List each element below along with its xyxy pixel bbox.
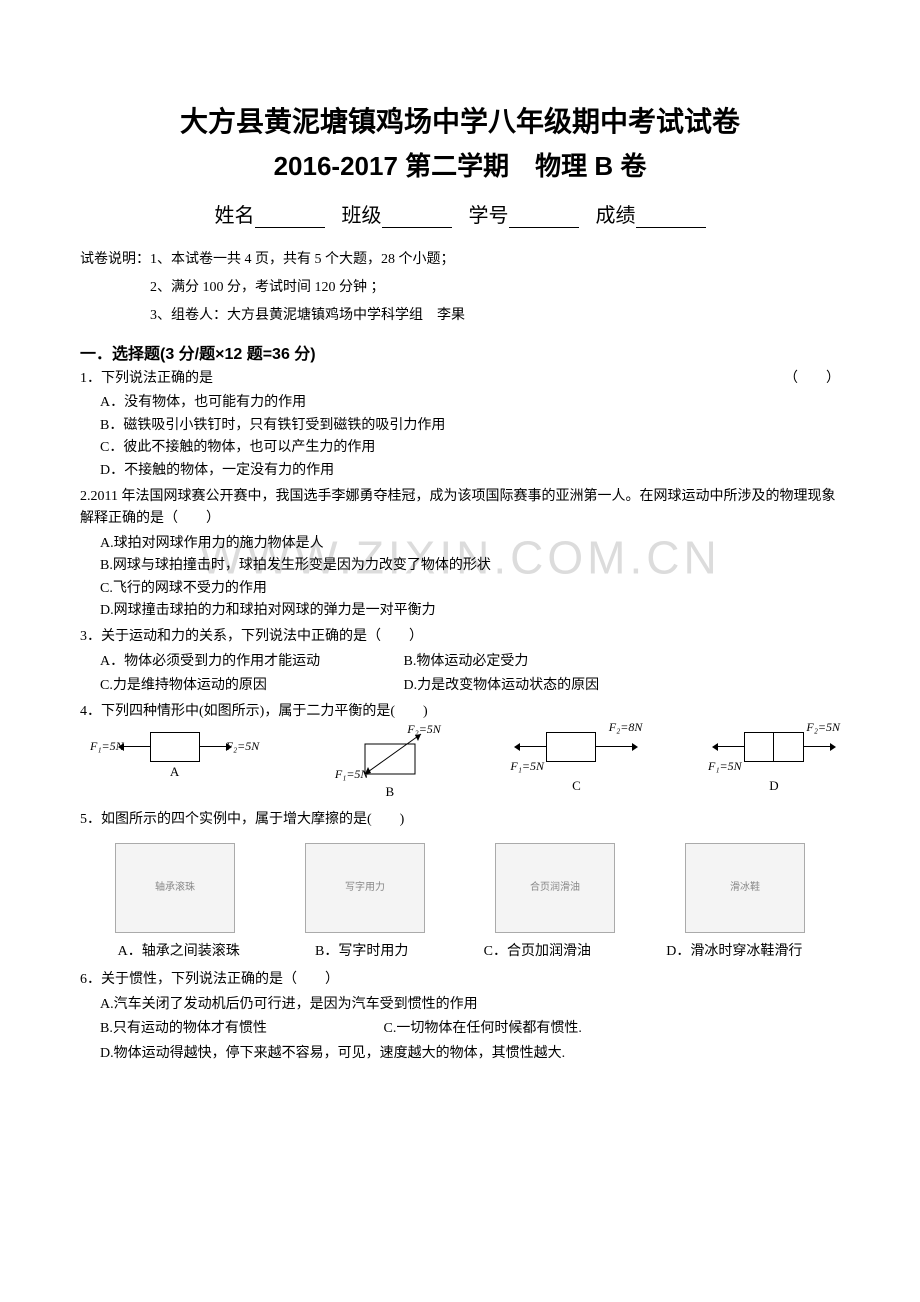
arrow-right-icon: [200, 746, 226, 747]
notes-prefix: 试卷说明：: [80, 252, 150, 267]
q4-diagC: F₁=5N F₂=8N C: [520, 732, 632, 803]
q1-stem: 1．下列说法正确的是: [80, 368, 213, 390]
q4-C-F1: F₁=5N: [510, 757, 544, 776]
question-5: 5．如图所示的四个实例中，属于增大摩擦的是( ) 轴承滚珠 写字用力 合页润滑油…: [80, 809, 840, 964]
note-1: 1、本试卷一共 4 页，共有 5 个大题，28 个小题；: [150, 252, 455, 267]
title-line1: 大方县黄泥塘镇鸡场中学八年级期中考试试卷: [80, 100, 840, 140]
arrow-right-icon: [804, 746, 830, 747]
q5-option-labels: A．轴承之间装滚珠 B．写字时用力 C．合页加润滑油 D．滑冰时穿冰鞋滑行: [80, 941, 840, 963]
q6-stem: 6．关于惯性，下列说法正确的是（ ）: [80, 969, 840, 991]
q4-A-rect: [150, 732, 200, 762]
q4-diagB: F₂=5N F₁=5N B: [345, 732, 435, 803]
question-4: 4．下列四种情形中(如图所示)，属于二力平衡的是( ) F₁=5N F₂=5N …: [80, 701, 840, 802]
q5-stem: 5．如图所示的四个实例中，属于增大摩擦的是( ): [80, 809, 840, 831]
q4-D-F2: F₂=5N: [806, 718, 840, 737]
q6-optA: A.汽车关闭了发动机后仍可行进，是因为汽车受到惯性的作用: [100, 994, 840, 1016]
q2-optD: D.网球撞击球拍的力和球拍对网球的弹力是一对平衡力: [100, 600, 840, 622]
title-line2: 2016-2017 第二学期 物理 B 卷: [80, 146, 840, 183]
page-content: 大方县黄泥塘镇鸡场中学八年级期中考试试卷 2016-2017 第二学期 物理 B…: [80, 100, 840, 1065]
section1-heading: 一．选择题(3 分/题×12 题=36 分): [80, 340, 840, 364]
q5-optB: B．写字时用力: [315, 941, 408, 963]
q2-optB: B.网球与球拍撞击时，球拍发生形变是因为力改变了物体的形状: [100, 555, 840, 577]
name-blank: [255, 208, 325, 228]
q4-D-rect1: [744, 732, 774, 762]
q5-imgA-placeholder: 轴承滚珠: [115, 843, 235, 933]
question-2: 2.2011 年法国网球赛公开赛中，我国选手李娜勇夺桂冠，成为该项国际赛事的亚洲…: [80, 486, 840, 622]
note-3: 3、组卷人：大方县黄泥塘镇鸡场中学科学组 李果: [80, 302, 840, 330]
q4-diagA: F₁=5N F₂=5N A: [90, 732, 259, 803]
q5-imgD-placeholder: 滑冰鞋: [685, 843, 805, 933]
arrow-left-icon: [124, 746, 150, 747]
q1-optC: C．彼此不接触的物体，也可以产生力的作用: [100, 437, 840, 459]
arrow-right-icon: [596, 746, 632, 747]
exam-notes: 试卷说明：1、本试卷一共 4 页，共有 5 个大题，28 个小题； 2、满分 1…: [80, 246, 840, 330]
q4-B-label: B: [385, 782, 394, 803]
q3-optA: A．物体必须受到力的作用才能运动: [100, 651, 400, 673]
q1-paren: （ ）: [784, 368, 840, 390]
q1-optB: B．磁铁吸引小铁钉时，只有铁钉受到磁铁的吸引力作用: [100, 415, 840, 437]
id-blank: [509, 208, 579, 228]
question-3: 3．关于运动和力的关系，下列说法中正确的是（ ） A．物体必须受到力的作用才能运…: [80, 626, 840, 697]
q1-optD: D．不接触的物体，一定没有力的作用: [100, 460, 840, 482]
q4-A-label: A: [170, 762, 179, 783]
q5-imgC-placeholder: 合页润滑油: [495, 843, 615, 933]
note-2: 2、满分 100 分，考试时间 120 分钟 ；: [80, 274, 840, 302]
q6-optC: C.一切物体在任何时候都有惯性.: [384, 1018, 582, 1040]
q4-D-rect2: [774, 732, 804, 762]
q2-optA: A.球拍对网球作用力的施力物体是人: [100, 533, 840, 555]
header-fields-row: 姓名 班级 学号 成绩: [80, 199, 840, 228]
q2-optC: C.飞行的网球不受力的作用: [100, 578, 840, 600]
q5-optD: D．滑冰时穿冰鞋滑行: [666, 941, 802, 963]
q4-C-F2: F₂=8N: [609, 718, 643, 737]
q6-optB: B.只有运动的物体才有惯性: [100, 1018, 380, 1040]
q4-D-label: D: [769, 776, 778, 797]
q5-optC: C．合页加润滑油: [484, 941, 591, 963]
q2-stem: 2.2011 年法国网球赛公开赛中，我国选手李娜勇夺桂冠，成为该项国际赛事的亚洲…: [80, 486, 840, 531]
q4-C-label: C: [572, 776, 581, 797]
q3-stem: 3．关于运动和力的关系，下列说法中正确的是（ ）: [80, 626, 840, 648]
q5-optA: A．轴承之间装滚珠: [118, 941, 240, 963]
q4-stem: 4．下列四种情形中(如图所示)，属于二力平衡的是( ): [80, 701, 840, 723]
q3-optB: B.物体运动必定受力: [404, 651, 529, 673]
q1-optA: A．没有物体，也可能有力的作用: [100, 392, 840, 414]
id-label: 学号: [469, 205, 509, 227]
q5-image-row: 轴承滚珠 写字用力 合页润滑油 滑冰鞋: [80, 843, 840, 933]
q5-imgB-placeholder: 写字用力: [305, 843, 425, 933]
q6-optD: D.物体运动得越快，停下来越不容易，可见，速度越大的物体，其惯性越大.: [100, 1043, 840, 1065]
q4-diagram-row: F₁=5N F₂=5N A F₂=5N: [80, 732, 840, 803]
class-label: 班级: [342, 205, 382, 227]
grade-blank: [636, 208, 706, 228]
q4-D-F1: F₁=5N: [708, 757, 742, 776]
q3-optD: D.力是改变物体运动状态的原因: [404, 675, 600, 697]
q4-C-rect: [546, 732, 596, 762]
question-6: 6．关于惯性，下列说法正确的是（ ） A.汽车关闭了发动机后仍可行进，是因为汽车…: [80, 969, 840, 1065]
arrow-left-icon: [520, 746, 546, 747]
grade-label: 成绩: [596, 205, 636, 227]
arrow-left-icon: [718, 746, 744, 747]
q4-diagD: F₁=5N F₂=5N D: [718, 732, 830, 803]
q4-B-F1: F₁=5N: [335, 765, 369, 784]
question-1: 1．下列说法正确的是 （ ） A．没有物体，也可能有力的作用 B．磁铁吸引小铁钉…: [80, 368, 840, 482]
q3-optC: C.力是维持物体运动的原因: [100, 675, 400, 697]
class-blank: [382, 208, 452, 228]
name-label: 姓名: [215, 205, 255, 227]
